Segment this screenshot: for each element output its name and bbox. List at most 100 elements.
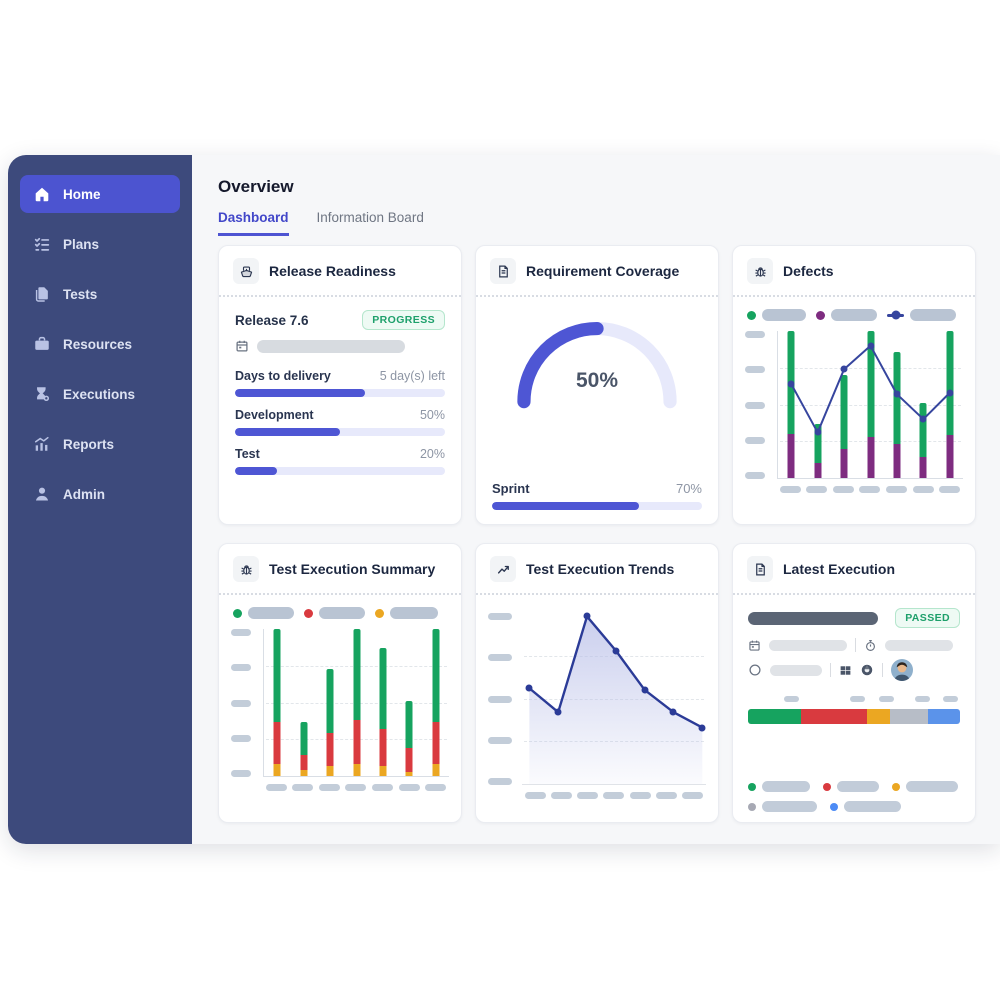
legend-item <box>823 781 879 792</box>
metric-development: Development 50% <box>235 408 445 436</box>
circle-icon <box>749 664 761 676</box>
result-segment <box>890 709 929 724</box>
metric-label: Sprint <box>492 481 530 496</box>
legend-item <box>892 781 958 792</box>
segment-label-placeholders <box>748 696 960 703</box>
metric-label: Development <box>235 408 314 422</box>
execution-legend <box>748 781 960 812</box>
sidebar-item-label: Resources <box>63 336 133 352</box>
legend-item <box>233 607 294 619</box>
sidebar-item-admin[interactable]: Admin <box>20 475 180 513</box>
card-release-readiness: Release Readiness Release 7.6 PROGRESS D… <box>218 245 462 525</box>
windows-icon <box>840 665 851 675</box>
sidebar-item-label: Executions <box>63 386 136 402</box>
ship-icon <box>233 258 259 284</box>
legend-item <box>747 309 806 321</box>
result-segment <box>866 709 891 724</box>
progress-fill <box>492 502 639 510</box>
legend-item <box>748 781 810 792</box>
progress-fill <box>235 467 277 475</box>
tab-bar: Dashboard Information Board <box>218 210 976 236</box>
bug-icon <box>233 556 259 582</box>
legend-item <box>375 607 438 619</box>
sidebar-item-home[interactable]: Home <box>20 175 180 213</box>
metric-days-to-delivery: Days to delivery 5 day(s) left <box>235 369 445 397</box>
dashboard-grid: Release Readiness Release 7.6 PROGRESS D… <box>218 245 976 823</box>
duration-placeholder <box>885 639 953 651</box>
sidebar-item-label: Plans <box>63 236 100 252</box>
gauge-value: 50% <box>575 369 619 392</box>
release-name: Release 7.6 <box>235 312 309 328</box>
metric-label: Days to delivery <box>235 369 331 383</box>
progress-fill <box>235 389 366 397</box>
legend-item <box>887 309 956 321</box>
sprint-metric: Sprint 70% <box>492 481 702 510</box>
status-badge: PASSED <box>895 608 960 628</box>
sidebar-item-label: Tests <box>63 286 98 302</box>
legend-item <box>304 607 365 619</box>
chart-legend <box>733 297 975 325</box>
divider <box>882 663 883 677</box>
card-title: Release Readiness <box>269 263 396 279</box>
sidebar: Home Plans Tests Resources Executions Re… <box>8 155 192 844</box>
metric-value: 5 day(s) left <box>379 369 445 383</box>
progress-track <box>235 428 445 436</box>
legend-item <box>830 801 901 812</box>
card-title: Latest Execution <box>783 561 896 577</box>
card-title: Test Execution Summary <box>269 561 436 577</box>
result-segment <box>801 709 867 724</box>
hourglass-icon <box>37 387 50 402</box>
card-title: Requirement Coverage <box>526 263 680 279</box>
sidebar-item-tests[interactable]: Tests <box>20 275 180 313</box>
card-title: Defects <box>783 263 834 279</box>
execution-result-bar <box>748 709 960 724</box>
stopwatch-icon <box>866 639 875 651</box>
card-header: Latest Execution <box>733 544 975 595</box>
progress-track <box>235 467 445 475</box>
sidebar-item-resources[interactable]: Resources <box>20 325 180 363</box>
user-icon <box>35 487 49 501</box>
card-requirement-coverage: Requirement Coverage 50% Sprint 70% <box>475 245 719 525</box>
progress-track <box>492 502 702 510</box>
date-placeholder <box>769 639 847 651</box>
trends-chart <box>476 595 718 785</box>
sidebar-item-label: Home <box>63 186 101 202</box>
trend-up-icon <box>490 556 516 582</box>
sidebar-item-plans[interactable]: Plans <box>20 225 180 263</box>
chrome-icon <box>861 664 873 676</box>
progress-track <box>235 389 445 397</box>
environment-placeholder <box>770 664 822 676</box>
card-latest-execution: Latest Execution PASSED <box>732 543 976 823</box>
metric-label: Test <box>235 447 260 461</box>
legend-item <box>748 801 817 812</box>
card-header: Test Execution Trends <box>476 544 718 595</box>
sidebar-item-executions[interactable]: Executions <box>20 375 180 413</box>
card-header: Defects <box>733 246 975 297</box>
legend-item <box>816 309 877 321</box>
sidebar-item-label: Admin <box>63 486 105 502</box>
defects-chart <box>733 325 975 479</box>
document-icon <box>490 258 516 284</box>
checklist-icon <box>34 237 50 251</box>
divider <box>855 638 856 652</box>
sidebar-item-label: Reports <box>63 436 115 452</box>
chart-legend <box>219 595 461 623</box>
status-badge: PROGRESS <box>362 310 445 330</box>
tab-information-board[interactable]: Information Board <box>316 210 424 225</box>
metric-value: 20% <box>419 447 445 461</box>
metric-value: 50% <box>419 408 445 422</box>
release-date-placeholder <box>257 339 405 353</box>
metric-value: 70% <box>675 481 702 496</box>
metric-test: Test 20% <box>235 447 445 475</box>
summary-chart <box>219 623 461 777</box>
page-title: Overview <box>218 177 294 196</box>
coverage-gauge: 50% <box>476 313 718 411</box>
chart-growth-icon <box>34 436 49 451</box>
main-content: Overview Dashboard Information Board Rel… <box>192 155 1000 844</box>
card-defects: Defects <box>732 245 976 525</box>
divider <box>830 663 831 677</box>
calendar-icon <box>236 340 248 352</box>
sidebar-item-reports[interactable]: Reports <box>20 425 180 463</box>
tab-dashboard[interactable]: Dashboard <box>218 210 289 236</box>
card-test-execution-trends: Test Execution Trends <box>475 543 719 823</box>
